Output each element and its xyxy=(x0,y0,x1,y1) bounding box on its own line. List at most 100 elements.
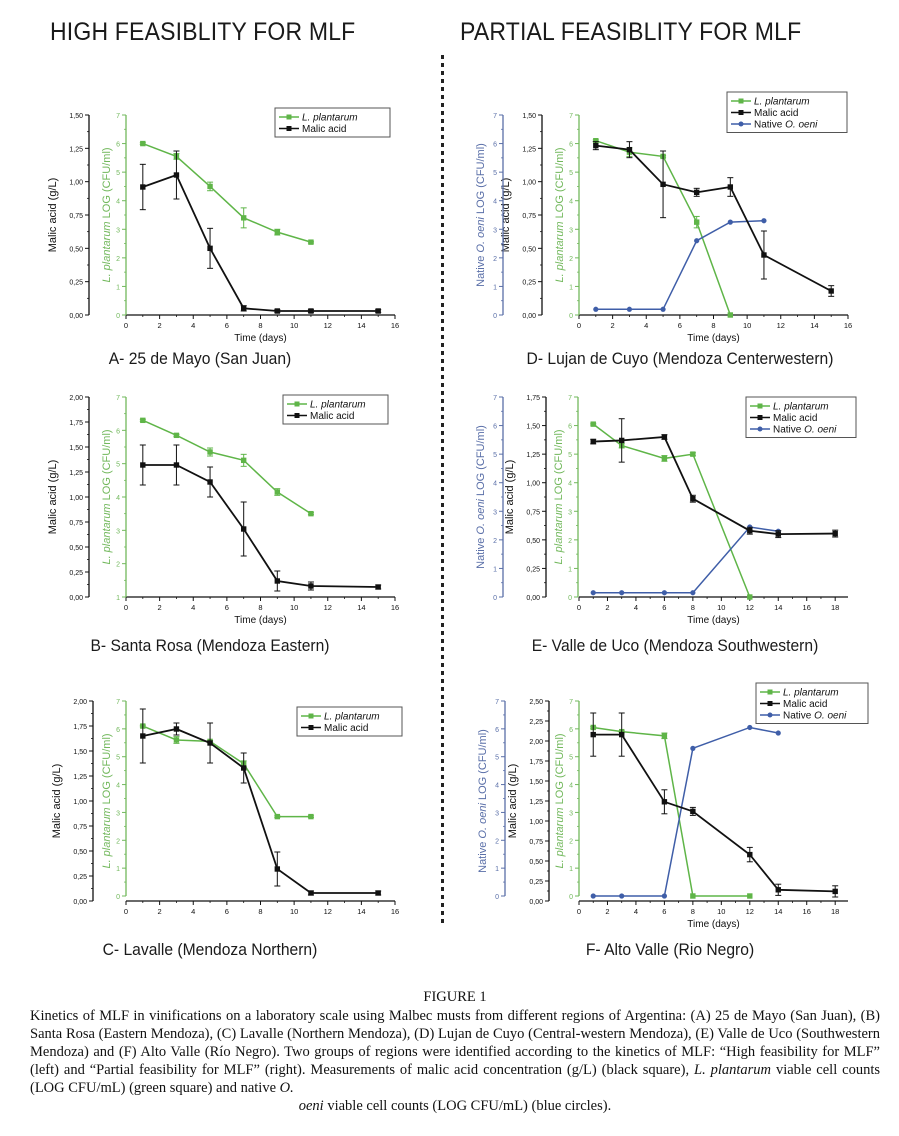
malic-axis-tick-label: 0,50 xyxy=(69,545,83,552)
malic-axis-tick-label: 2,50 xyxy=(529,699,543,706)
lplantarum-axis-tick-label: 5 xyxy=(569,755,573,762)
malic-acid-series-line xyxy=(142,728,379,894)
x-tick-label: 4 xyxy=(644,321,648,330)
group-divider xyxy=(441,55,444,925)
malic-axis-tick-label: 0,00 xyxy=(73,899,87,906)
x-tick-label: 2 xyxy=(605,603,609,612)
malic-acid-point xyxy=(775,531,781,537)
malic-axis-tick-label: 1,50 xyxy=(69,445,83,452)
ooeni-point xyxy=(690,590,696,596)
x-axis-label: Time (days) xyxy=(687,615,739,626)
lplantarum-axis-tick-label: 1 xyxy=(116,866,120,873)
caption-italic-o: O. xyxy=(279,1080,294,1096)
x-tick-label: 14 xyxy=(774,603,782,612)
figure-caption: FIGURE 1 Kinetics of MLF in vinification… xyxy=(30,988,880,1115)
ooeni-axis-tick-label: 3 xyxy=(493,227,497,234)
malic-axis-tick-label: 1,25 xyxy=(69,470,83,477)
ooeni-point xyxy=(690,745,696,751)
lplantarum-axis-tick-label: 1 xyxy=(569,284,573,291)
lplantarum-axis-tick-label: 3 xyxy=(116,528,120,535)
lplantarum-axis-tick-label: 4 xyxy=(568,481,572,488)
lplantarum-axis-tick-label: 7 xyxy=(116,699,120,706)
lplantarum-series-line xyxy=(592,423,751,598)
legend-label-malic-acid: Malic acid xyxy=(754,108,798,119)
malic-axis-tick-label: 1,75 xyxy=(529,759,543,766)
lplantarum-axis-label: L. plantarum LOG (CFU/ml) xyxy=(553,429,565,564)
x-tick-label: 2 xyxy=(158,603,162,612)
legend-label-malic-acid: Malic acid xyxy=(302,124,346,135)
legend-label-malic-acid: Malic acid xyxy=(324,723,368,734)
legend-marker-lplantarum xyxy=(767,689,773,695)
lplantarum-axis-tick-label: 3 xyxy=(569,227,573,234)
x-tick-label: 10 xyxy=(290,321,298,330)
malic-axis-tick-label: 1,25 xyxy=(73,774,87,781)
malic-acid-point xyxy=(274,578,281,584)
ooeni-point xyxy=(619,893,625,899)
lplantarum-point xyxy=(593,138,599,144)
malic-axis-tick-label: 1,25 xyxy=(529,799,543,806)
lplantarum-point xyxy=(173,432,180,439)
lplantarum-axis-tick-label: 4 xyxy=(569,783,573,790)
lplantarum-point xyxy=(308,239,314,245)
ooeni-axis-label-italic: O. oeni xyxy=(477,803,489,839)
malic-acid-point xyxy=(207,245,213,252)
lplantarum-axis-label: L. plantarum LOG (CFU/ml) xyxy=(554,147,566,282)
header-high-feasibility: HIGH FEASIBLITY FOR MLF xyxy=(50,18,356,46)
malic-acid-point xyxy=(690,808,696,815)
lplantarum-axis-tick-label: 0 xyxy=(116,313,120,320)
x-tick-label: 16 xyxy=(391,907,399,916)
legend-label-lplantarum: L. plantarum xyxy=(754,97,810,108)
lplantarum-point xyxy=(140,417,146,424)
caption-text-3: viable cell counts (LOG CFU/mL) (blue ci… xyxy=(323,1098,612,1114)
malic-acid-point xyxy=(308,308,314,314)
legend-label-malic-acid: Malic acid xyxy=(783,699,827,710)
legend-label-pre: Native xyxy=(773,425,804,436)
lplantarum-series-line xyxy=(142,419,312,515)
malic-acid-point xyxy=(747,528,753,534)
x-axis-label: Time (days) xyxy=(687,333,739,344)
lplantarum-axis-tick-label: 5 xyxy=(116,755,120,762)
malic-axis-tick-label: 1,50 xyxy=(69,113,83,120)
ooeni-axis-label-rest: LOG (CFU/ml) xyxy=(475,143,487,217)
lplantarum-point xyxy=(747,594,753,600)
malic-axis-tick-label: 0,50 xyxy=(69,246,83,253)
malic-axis-tick-label: 2,00 xyxy=(529,739,543,746)
ooeni-axis-label-pre: Native xyxy=(475,253,487,287)
legend-marker-malic-acid xyxy=(294,413,300,418)
malic-axis-tick-label: 0,00 xyxy=(69,595,83,602)
x-tick-label: 8 xyxy=(691,603,695,612)
malic-axis-tick-label: 1,00 xyxy=(69,180,83,187)
malic-axis-tick-label: 0,50 xyxy=(526,538,540,545)
malic-acid-point xyxy=(173,726,180,732)
malic-axis-tick-label: 0,25 xyxy=(69,570,83,577)
x-axis-label: Time (days) xyxy=(687,919,739,930)
lplantarum-point xyxy=(173,737,180,743)
legend-marker-lplantarum xyxy=(738,98,744,104)
lplantarum-axis-tick-label: 6 xyxy=(569,142,573,149)
lplantarum-point xyxy=(661,455,668,462)
malic-acid-point xyxy=(828,288,834,294)
x-tick-label: 6 xyxy=(678,321,682,330)
ooeni-point xyxy=(775,730,781,736)
malic-axis-tick-label: 0,00 xyxy=(529,899,543,906)
panel-b-title: B- Santa Rosa (Mendoza Eastern) xyxy=(90,636,330,655)
malic-axis-label: Malic acid (g/L) xyxy=(47,178,59,253)
malic-acid-point xyxy=(207,479,213,485)
lplantarum-point xyxy=(747,893,753,899)
malic-acid-point xyxy=(832,888,838,895)
ooeni-point xyxy=(761,218,767,224)
malic-acid-series-line xyxy=(142,464,379,588)
malic-acid-point xyxy=(747,851,753,858)
panel-d-title: D- Lujan de Cuyo (Mendoza Centerwestern) xyxy=(526,349,834,368)
ooeni-axis-label: Native O. oeni LOG (CFU/ml) xyxy=(477,729,489,873)
x-tick-label: 0 xyxy=(577,603,581,612)
lplantarum-axis-tick-label: 5 xyxy=(116,462,120,469)
x-tick-label: 4 xyxy=(191,321,195,330)
lplantarum-point xyxy=(240,457,247,464)
x-tick-label: 2 xyxy=(158,907,162,916)
ooeni-point xyxy=(590,590,596,596)
malic-acid-point xyxy=(775,887,781,893)
lplantarum-axis-label-italic: L. plantarum xyxy=(101,503,113,564)
